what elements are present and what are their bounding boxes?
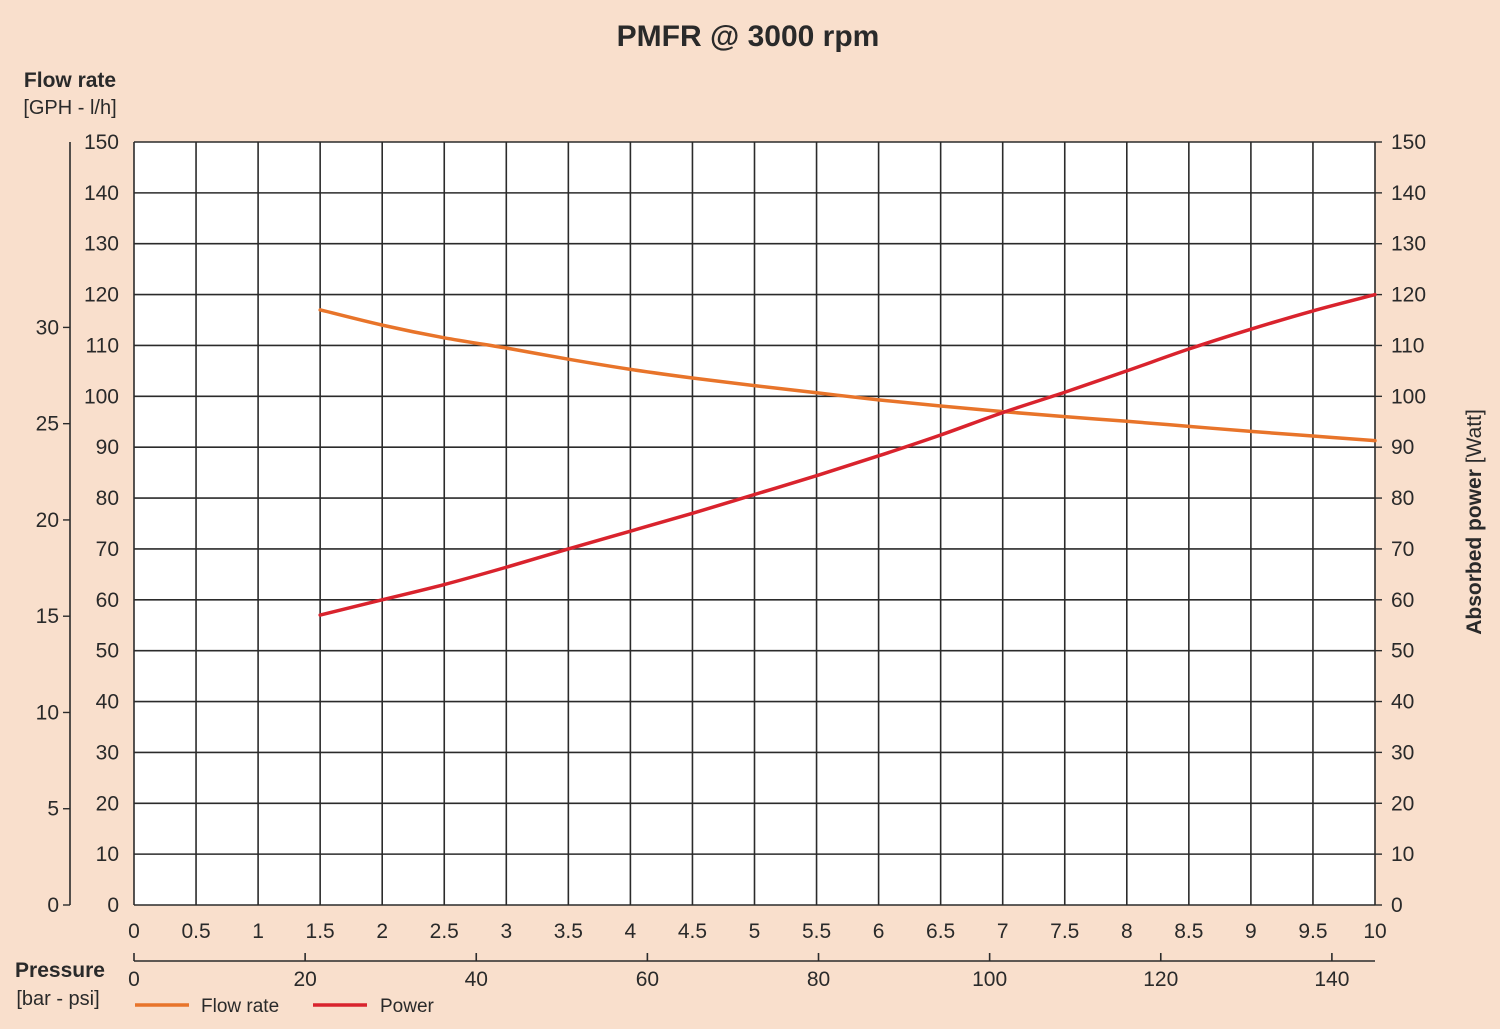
- psi-tick-label: 0: [128, 968, 140, 991]
- legend-label-power: Power: [380, 996, 435, 1017]
- x-tick-label-bar: 9: [1245, 920, 1257, 943]
- series-line-power: [318, 292, 1377, 617]
- psi-tick-label: 100: [972, 968, 1007, 991]
- right-tick-label-watt: 70: [1391, 538, 1414, 561]
- right-tick-label-watt: 80: [1391, 487, 1414, 510]
- gph-tick-label: 25: [36, 413, 59, 436]
- gph-tick-label: 10: [36, 701, 59, 724]
- x-tick-label-bar: 5.5: [802, 920, 831, 943]
- gph-tick-label: 20: [36, 509, 59, 532]
- right-axis-label-unit: [Watt]: [1463, 409, 1486, 463]
- series-line-flow-rate: [318, 308, 1377, 443]
- right-axis-label-name: Absorbed power: [1463, 469, 1486, 635]
- gph-tick-label: 30: [36, 316, 59, 339]
- x-tick-label-bar: 7: [997, 920, 1009, 943]
- left-tick-label-lh: 10: [96, 843, 119, 866]
- right-axis-label: Absorbed power [Watt]: [1463, 409, 1486, 635]
- left-tick-label-lh: 50: [96, 640, 119, 663]
- left-tick-label-lh: 150: [84, 131, 119, 154]
- x-tick-label-bar: 10: [1363, 920, 1386, 943]
- x-tick-label-bar: 1: [252, 920, 264, 943]
- right-tick-label-watt: 140: [1391, 182, 1426, 205]
- left-tick-label-lh: 100: [84, 385, 119, 408]
- gph-tick-label: 15: [36, 605, 59, 628]
- right-tick-label-watt: 30: [1391, 741, 1414, 764]
- right-tick-label-watt: 10: [1391, 843, 1414, 866]
- gph-tick-label: 5: [47, 798, 59, 821]
- psi-tick-label: 40: [465, 968, 488, 991]
- x-tick-label-bar: 1.5: [306, 920, 335, 943]
- left-axis-label: Flow rate: [24, 69, 116, 92]
- right-tick-label-watt: 60: [1391, 589, 1414, 612]
- psi-tick-label: 140: [1314, 968, 1349, 991]
- x-tick-label-bar: 9.5: [1298, 920, 1327, 943]
- left-tick-label-lh: 80: [96, 487, 119, 510]
- right-tick-label-watt: 110: [1391, 334, 1424, 357]
- right-tick-label-watt: 100: [1391, 385, 1426, 408]
- right-tick-label-watt: 90: [1391, 436, 1414, 459]
- x-tick-label-bar: 4.5: [678, 920, 707, 943]
- gph-tick-label: 0: [47, 894, 59, 917]
- axis-ticks: 0 0.5 1 1.5 2 2.5 3 3.5 4 4.5 5 5.5 6 6.5 7 7.5 8 8.5 9 9.5…: [36, 131, 1426, 991]
- right-tick-label-watt: 130: [1391, 233, 1426, 256]
- x-tick-label-bar: 0.5: [181, 920, 210, 943]
- psi-tick-label: 60: [636, 968, 659, 991]
- x-axis-unit: [bar - psi]: [16, 988, 99, 1010]
- psi-tick-label: 120: [1143, 968, 1178, 991]
- x-tick-label-bar: 3: [500, 920, 512, 943]
- legend: Flow rate Power: [135, 996, 435, 1017]
- left-tick-label-lh: 30: [96, 741, 119, 764]
- legend-label-flow-rate: Flow rate: [201, 996, 279, 1017]
- x-tick-label-bar: 2: [376, 920, 388, 943]
- x-tick-label-bar: 3.5: [554, 920, 583, 943]
- x-tick-label-bar: 6.5: [926, 920, 955, 943]
- left-tick-label-lh: 40: [96, 691, 119, 714]
- left-tick-label-lh: 0: [107, 894, 119, 917]
- x-axis-label: Pressure: [15, 959, 105, 982]
- right-tick-label-watt: 120: [1391, 284, 1426, 307]
- left-tick-label-lh: 110: [86, 334, 119, 357]
- chart-title: PMFR @ 3000 rpm: [617, 20, 880, 53]
- x-tick-label-bar: 7.5: [1050, 920, 1079, 943]
- psi-tick-label: 20: [293, 968, 316, 991]
- left-tick-label-lh: 90: [96, 436, 119, 459]
- right-tick-label-watt: 50: [1391, 640, 1414, 663]
- left-tick-label-lh: 60: [96, 589, 119, 612]
- x-tick-label-bar: 2.5: [430, 920, 459, 943]
- series-lines: [318, 292, 1377, 617]
- psi-tick-label: 80: [807, 968, 830, 991]
- left-tick-label-lh: 140: [84, 182, 119, 205]
- right-tick-label-watt: 0: [1391, 894, 1403, 917]
- right-tick-label-watt: 20: [1391, 792, 1414, 815]
- left-tick-label-lh: 120: [84, 284, 119, 307]
- x-tick-label-bar: 5: [749, 920, 761, 943]
- plot-grid: [133, 141, 1376, 906]
- left-tick-label-lh: 70: [96, 538, 119, 561]
- x-tick-label-bar: 8: [1121, 920, 1133, 943]
- right-tick-label-watt: 150: [1391, 131, 1426, 154]
- x-tick-label-bar: 8.5: [1174, 920, 1203, 943]
- left-tick-label-lh: 130: [84, 233, 119, 256]
- right-tick-label-watt: 40: [1391, 691, 1414, 714]
- x-tick-label-bar: 0: [128, 920, 140, 943]
- left-axis-unit: [GPH - l/h]: [23, 97, 116, 119]
- left-tick-label-lh: 20: [96, 792, 119, 815]
- x-tick-label-bar: 6: [873, 920, 885, 943]
- x-tick-label-bar: 4: [625, 920, 637, 943]
